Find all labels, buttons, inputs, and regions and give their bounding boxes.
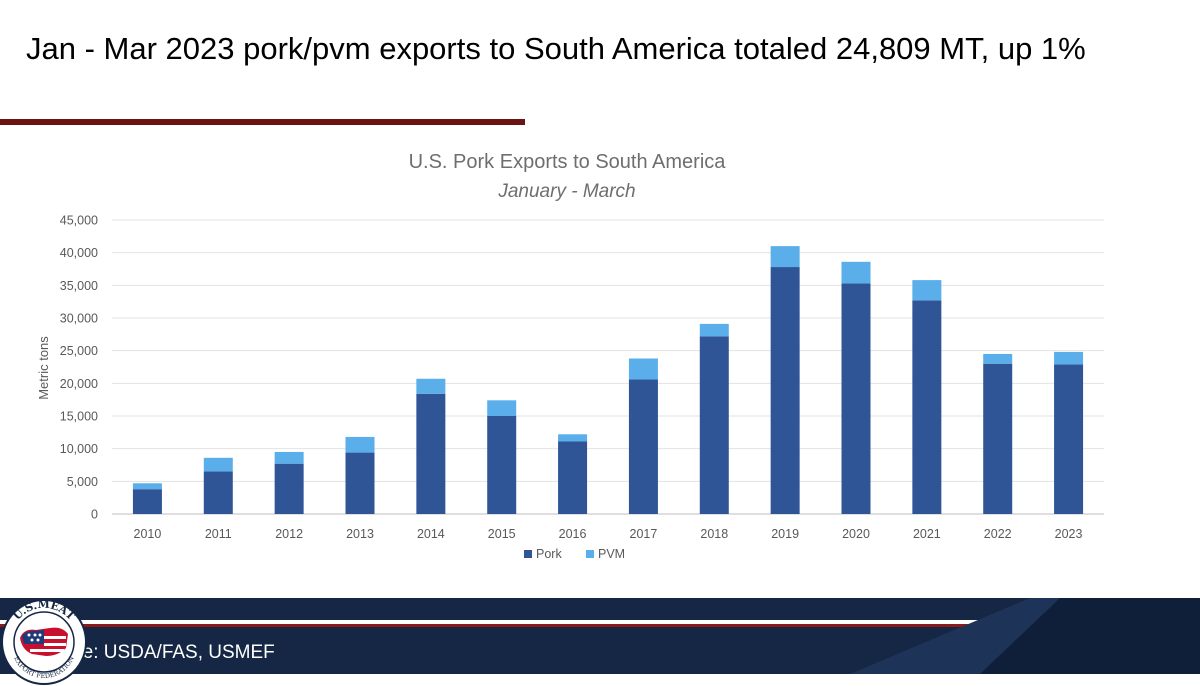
x-tick-label: 2017 <box>630 527 658 541</box>
x-tick-label: 2012 <box>275 527 303 541</box>
bar-pork-2017 <box>628 379 658 514</box>
bar-pork-2020 <box>841 283 871 514</box>
x-tick-label: 2019 <box>771 527 799 541</box>
y-tick-label: 15,000 <box>60 410 98 424</box>
bar-pork-2010 <box>132 489 162 514</box>
stacked-bar-chart: U.S. Pork Exports to South America Janua… <box>36 151 1104 561</box>
bar-pvm-2012 <box>274 451 304 464</box>
legend-label-pork: Pork <box>536 547 562 561</box>
y-tick-label: 40,000 <box>60 246 98 260</box>
y-tick-label: 45,000 <box>60 214 98 228</box>
legend-swatch-pork <box>524 550 532 558</box>
y-tick-label: 20,000 <box>60 377 98 391</box>
bar-pvm-2010 <box>132 483 162 490</box>
gridlines <box>112 219 1104 515</box>
bar-pvm-2021 <box>912 280 942 301</box>
x-tick-label: 2010 <box>134 527 162 541</box>
bar-pvm-2015 <box>487 400 517 416</box>
bar-pvm-2017 <box>628 358 658 380</box>
footer-band: Source: USDA/FAS, USMEF U.S.MEAT EXPORT … <box>0 598 1200 685</box>
bar-pork-2011 <box>203 471 233 514</box>
y-tick-label: 25,000 <box>60 344 98 358</box>
bar-pork-2012 <box>274 463 304 514</box>
x-tick-label: 2011 <box>205 527 232 541</box>
y-tick-label: 35,000 <box>60 279 98 293</box>
bar-pvm-2018 <box>699 323 729 337</box>
x-tick-label: 2022 <box>984 527 1012 541</box>
footer-graphic <box>0 598 1200 674</box>
slide-title: Jan - Mar 2023 pork/pvm exports to South… <box>26 31 1086 66</box>
bar-pork-2021 <box>912 300 942 514</box>
legend-label-pvm: PVM <box>598 547 625 561</box>
x-tick-label: 2014 <box>417 527 445 541</box>
source-note: Source: USDA/FAS, USMEF <box>33 642 275 663</box>
bar-pvm-2022 <box>983 353 1013 364</box>
chart-title: U.S. Pork Exports to South America <box>409 151 727 173</box>
bar-pork-2022 <box>983 363 1013 514</box>
bar-pork-2013 <box>345 452 375 514</box>
bar-pork-2015 <box>487 416 517 514</box>
y-tick-label: 5,000 <box>67 475 98 489</box>
y-tick-label: 0 <box>91 508 98 522</box>
x-tick-label: 2023 <box>1055 527 1083 541</box>
y-tick-label: 30,000 <box>60 312 98 326</box>
bar-pork-2016 <box>558 441 588 514</box>
legend-swatch-pvm <box>586 550 594 558</box>
y-axis-title: Metric tons <box>36 336 51 400</box>
y-axis-tick-labels: 0 5,000 10,000 15,000 20,000 25,000 30,000 35,0… <box>60 214 98 522</box>
bar-series <box>132 246 1084 514</box>
title-rule <box>0 119 525 125</box>
bar-pvm-2014 <box>416 378 446 394</box>
x-tick-label: 2021 <box>913 527 941 541</box>
bar-pvm-2019 <box>770 246 800 268</box>
x-tick-label: 2018 <box>700 527 728 541</box>
bar-pvm-2023 <box>1054 351 1084 365</box>
legend: Pork PVM <box>524 547 625 561</box>
x-tick-label: 2013 <box>346 527 374 541</box>
bar-pork-2018 <box>699 336 729 514</box>
x-tick-label: 2020 <box>842 527 870 541</box>
y-tick-label: 10,000 <box>60 442 98 456</box>
bar-pvm-2013 <box>345 436 375 453</box>
usmef-logo-seal-icon: U.S.MEAT EXPORT FEDERATION <box>1 598 87 685</box>
bar-pvm-2011 <box>203 457 233 472</box>
bar-pvm-2020 <box>841 261 871 284</box>
bar-pork-2023 <box>1054 364 1084 514</box>
x-axis-tick-labels: 2010 2011 2012 2013 2014 2015 2016 2017 2018 2019… <box>134 527 1083 541</box>
bar-pvm-2016 <box>558 434 588 442</box>
bar-pork-2014 <box>416 393 446 514</box>
x-tick-label: 2016 <box>559 527 587 541</box>
x-tick-label: 2015 <box>488 527 516 541</box>
chart-subtitle: January - March <box>497 181 635 202</box>
bar-pork-2019 <box>770 267 800 514</box>
